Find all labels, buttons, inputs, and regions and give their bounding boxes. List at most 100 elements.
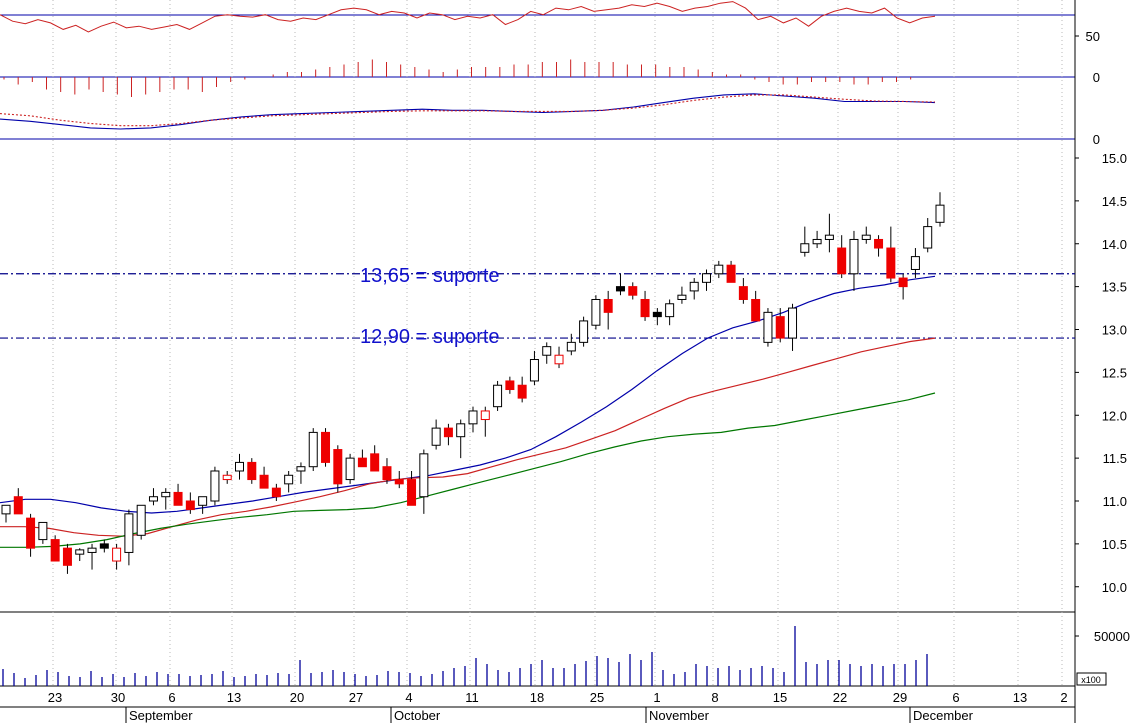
candle-body [665, 303, 675, 318]
price-tick-label: 11.0 [1103, 494, 1127, 509]
candle-body [517, 384, 527, 399]
osc-tick-label: 0 [1093, 70, 1100, 85]
candle-body [800, 243, 810, 253]
candle-body [591, 298, 601, 326]
x-day-label: 4 [405, 690, 412, 705]
candle-body [50, 539, 60, 562]
x-day-label: 6 [952, 690, 959, 705]
candle-body [554, 354, 564, 365]
candle-body [714, 264, 724, 275]
candle-body [468, 410, 478, 425]
candle-body [493, 384, 503, 408]
candle-body [259, 474, 269, 489]
annotation-support-1290: 12,90 = suporte [360, 326, 500, 348]
candle-body [370, 453, 380, 472]
candle-body [13, 496, 23, 515]
x-day-label: 29 [893, 690, 907, 705]
candle-body [26, 517, 36, 549]
price-tick-label: 12.5 [1102, 365, 1127, 380]
candle-body [62, 547, 72, 566]
x-month-label: September [129, 708, 193, 723]
candle-body [161, 491, 171, 498]
x-day-label: 18 [530, 690, 544, 705]
x-day-label: 13 [227, 690, 241, 705]
candle-body [99, 543, 109, 549]
candle-body [861, 234, 871, 240]
price-tick-label: 14.0 [1102, 237, 1127, 252]
axis-labels: 15.0 14.5 14.0 13.5 13.0 12.5 12.0 11.5 11.0 10.5… [48, 29, 1130, 723]
candle-body [640, 298, 650, 318]
candle-body [652, 311, 662, 318]
candle-body [1, 504, 11, 515]
candle-body [910, 256, 920, 270]
candle-body [284, 474, 294, 485]
candle-body [677, 294, 687, 300]
candle-body [112, 547, 122, 562]
candle-body [542, 346, 552, 356]
moving-average-line [0, 337, 936, 537]
candle-body [935, 204, 945, 223]
candle-body [357, 457, 367, 468]
candle-body [886, 247, 896, 279]
candle-body [333, 449, 343, 485]
moving-average-line [0, 275, 936, 514]
moving-average-line [0, 392, 936, 548]
price-tick-label: 11.5 [1103, 451, 1127, 466]
candle-body [775, 316, 785, 339]
candle-body [824, 234, 834, 240]
price-tick-label: 10.0 [1102, 580, 1127, 595]
candle-body [407, 479, 417, 506]
candle-body [480, 410, 490, 421]
candle-body [222, 474, 232, 481]
candle-body [456, 423, 466, 438]
candle-body [505, 380, 515, 391]
price-tick-label: 13.0 [1102, 323, 1127, 338]
candle-body [296, 466, 306, 472]
x-day-label: 23 [48, 690, 62, 705]
macd-line [0, 93, 936, 130]
candle-body [75, 549, 85, 555]
x-day-label: 15 [773, 690, 787, 705]
candle-body [443, 427, 453, 438]
macd-panel [0, 93, 936, 130]
candle-body [738, 286, 748, 300]
x-day-label: 11 [465, 690, 479, 705]
osc-tick-label: 50 [1086, 29, 1100, 44]
price-tick-label: 10.5 [1102, 537, 1127, 552]
macd-tick-label: 0 [1093, 132, 1100, 147]
candle-body [148, 496, 158, 502]
candle-body [763, 311, 773, 343]
candle-body [579, 320, 589, 343]
candle-body [726, 264, 736, 283]
candle-body [923, 226, 933, 249]
x-month-label: December [913, 708, 974, 723]
x-day-label: 22 [833, 690, 847, 705]
candle-body [874, 238, 884, 249]
candle-body [308, 431, 318, 468]
price-tick-label: 14.5 [1102, 194, 1127, 209]
annotation-support-1365: 13,65 = suporte [360, 265, 500, 287]
x-month-label: November [649, 708, 710, 723]
x-day-label: 1 [653, 690, 660, 705]
candle-body [419, 453, 429, 498]
candle-body [124, 513, 134, 553]
candle-body [173, 491, 183, 506]
candle-body [136, 504, 146, 536]
candle-body [321, 431, 331, 463]
candle-body [603, 298, 613, 313]
candle-body [271, 487, 281, 498]
candle-body [837, 247, 847, 275]
oscillator-line [0, 1, 936, 33]
candle-body [198, 496, 208, 506]
candle-body [788, 307, 798, 339]
x-day-label: 6 [168, 690, 175, 705]
candle-body [431, 427, 441, 446]
macd-line [0, 94, 936, 127]
candle-body [185, 500, 195, 511]
oscillator-panel [0, 1, 936, 97]
price-panel [0, 192, 1075, 574]
x-day-label: 27 [349, 690, 363, 705]
candle-body [247, 461, 257, 481]
x-day-label: 13 [1013, 690, 1027, 705]
